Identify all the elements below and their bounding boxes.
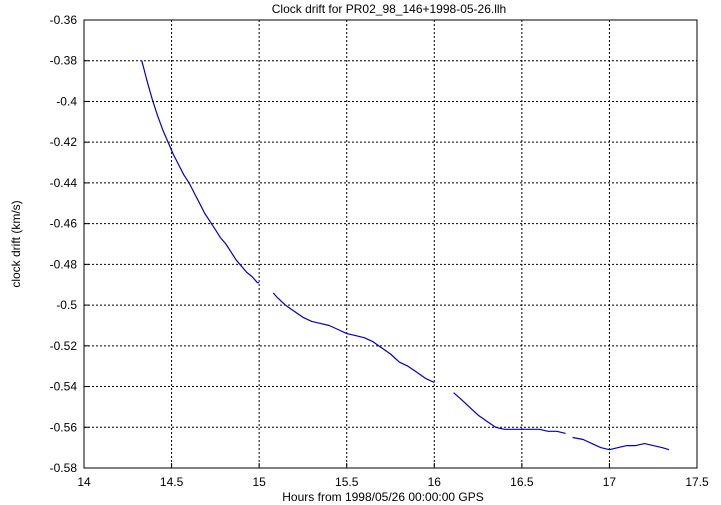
y-tick-label: -0.42 [50,135,78,149]
x-tick-label: 16 [428,475,442,489]
series-line-segment [141,60,260,284]
y-tick-label: -0.56 [50,420,78,434]
series-line-segment [453,392,566,434]
x-tick-label: 16.5 [510,475,534,489]
y-tick-label: -0.52 [50,339,78,353]
y-tick-label: -0.4 [56,94,77,108]
y-tick-label: -0.5 [56,298,77,312]
y-tick-label: -0.44 [50,176,78,190]
x-axis-label: Hours from 1998/05/26 00:00:00 GPS [282,490,483,504]
y-tick-label: -0.46 [50,217,78,231]
plot-area [83,19,698,469]
chart-title: Clock drift for PR02_98_146+1998-05-26.l… [272,2,506,16]
x-tick-label: 14 [77,475,91,489]
y-tick-label: -0.36 [50,13,78,27]
x-tick-label: 17.5 [685,475,709,489]
grid-lines [84,20,697,468]
data-series [141,60,670,451]
y-tick-label: -0.48 [50,257,78,271]
x-tick-label: 17 [603,475,617,489]
x-tick-label: 15 [252,475,266,489]
x-tick-label: 15.5 [335,475,359,489]
x-tick-label: 14.5 [160,475,184,489]
x-axis-ticks: 14 14.5 15 15.5 16 16.5 17 17.5 [77,463,709,489]
y-tick-label: -0.58 [50,461,78,475]
series-line-segment [272,292,435,384]
y-tick-label: -0.54 [50,380,78,394]
y-axis-label: clock drift (km/s) [9,200,23,287]
series-line-segment [572,436,670,451]
y-tick-label: -0.38 [50,54,78,68]
y-axis-ticks: -0.36 -0.38 -0.4 -0.42 -0.44 -0.46 -0.48 -0.5 -0… [50,13,89,475]
